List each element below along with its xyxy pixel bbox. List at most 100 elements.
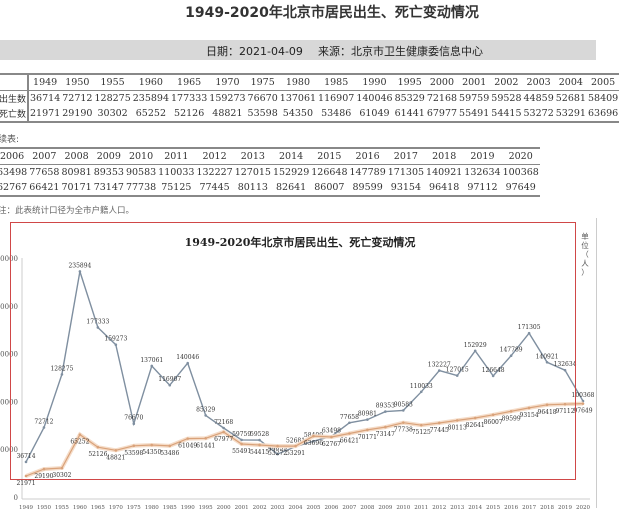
data-label: 77658 [340, 414, 359, 421]
deaths-cell: 62767 [0, 182, 28, 193]
births-cell: 177333 [171, 93, 208, 104]
data-label: 126648 [482, 367, 505, 374]
deaths-cell: 63696 [587, 108, 619, 119]
year-cell: 1960 [131, 74, 171, 91]
x-tick-label: 2000 [217, 505, 231, 511]
data-point [132, 422, 136, 426]
year-cell: 2019 [463, 148, 502, 165]
data-point [455, 374, 459, 377]
births-cell: 72712 [62, 93, 93, 104]
data-point [384, 425, 387, 429]
x-tick-label: 1949 [19, 505, 33, 511]
data-point [491, 413, 495, 417]
data-point [455, 419, 459, 422]
x-tick-label: 2008 [360, 505, 374, 511]
y-tick-label: 200000 [0, 303, 18, 311]
deaths-cell: 86007 [314, 182, 345, 193]
x-tick-label: 2013 [450, 505, 464, 511]
x-tick-label: 2015 [486, 505, 500, 511]
data-label: 89353 [376, 403, 395, 410]
data-label: 77738 [394, 427, 413, 434]
deaths-cell: 93154 [390, 182, 422, 193]
x-tick-label: 2017 [522, 505, 536, 511]
data-label: 85329 [196, 406, 215, 413]
data-point [437, 421, 441, 425]
x-tick-label: 1950 [37, 505, 51, 511]
year-cell: 2000 [425, 74, 459, 91]
year-cell: 2020 [501, 148, 540, 165]
year-cell: 1955 [93, 74, 132, 91]
year-cell: 2002 [490, 74, 523, 91]
year-cell: 2004 [554, 74, 587, 91]
births-cell: 132634 [464, 167, 501, 178]
births-cell: 85329 [394, 93, 425, 104]
data-label: 80981 [358, 411, 377, 418]
births-cell: 235894 [132, 93, 170, 104]
births-cell: 36714 [30, 93, 61, 104]
data-point [384, 410, 387, 413]
x-tick-label: 2002 [253, 505, 267, 511]
data-label: 97112 [555, 408, 574, 415]
data-point [258, 438, 261, 442]
data-label: 29190 [34, 473, 53, 480]
x-tick-label: 2001 [235, 505, 249, 511]
births-row: 出生数 36714 72712 128275 235894 177333 159273 76… [0, 90, 619, 106]
data-point [581, 402, 585, 405]
births-cell: 72168 [426, 93, 458, 104]
deaths-cell: 66421 [29, 182, 60, 193]
x-tick-label: 2018 [540, 505, 554, 511]
data-label: 132634 [554, 361, 577, 368]
data-label: 36714 [16, 453, 35, 460]
y-tick-label: 100000 [0, 398, 18, 406]
data-point [563, 368, 567, 372]
data-label: 140921 [536, 353, 559, 360]
data-point [42, 467, 46, 471]
data-label: 86007 [484, 419, 503, 426]
data-label: 152929 [464, 342, 487, 349]
data-label: 137061 [140, 357, 163, 364]
x-tick-label: 1990 [181, 505, 195, 511]
data-point [563, 402, 567, 406]
births-cell: 171305 [387, 167, 425, 178]
deaths-cell: 53291 [555, 108, 586, 119]
data-label: 97649 [573, 408, 592, 415]
deaths-line [25, 403, 584, 477]
data-label: 76670 [124, 415, 143, 422]
births-row: 63498 77658 80981 89353 90583 110033 132227 127… [0, 165, 540, 181]
data-label: 140046 [176, 354, 199, 361]
data-label: 159273 [104, 336, 127, 343]
data-table-1: 1949 1950 1955 1960 1965 1970 1975 1980 1985 1990… [0, 73, 620, 123]
data-label: 177333 [86, 318, 109, 325]
divider [596, 218, 597, 508]
table-header-row: 2006 2007 2008 2009 2010 2011 2012 2013 2014 2015… [0, 148, 540, 165]
deaths-cell: 96418 [429, 182, 460, 193]
data-point [150, 443, 154, 447]
births-cell: 58409 [587, 93, 619, 104]
chart-frame [10, 222, 576, 480]
info-band: 日期：2021-04-09 来源：北京市卫生健康委信息中心 [0, 40, 596, 60]
year-cell: 1970 [208, 74, 247, 91]
y-tick-label: 150000 [0, 351, 18, 359]
source-label: 来源：北京市卫生健康委信息中心 [318, 45, 483, 58]
deaths-cell: 54350 [282, 108, 314, 119]
deaths-cell: 53598 [247, 108, 278, 119]
data-point [545, 403, 549, 407]
footnote: 注：此表统计口径为全市户籍人口。 [0, 206, 135, 216]
data-label: 59759 [232, 431, 251, 438]
data-label: 61049 [178, 443, 197, 450]
births-cell: 140046 [356, 93, 393, 104]
deaths-cell: 29190 [62, 108, 93, 119]
data-point [294, 444, 297, 448]
date-label: 日期：2021-04-09 [206, 45, 303, 58]
births-cell: 80981 [61, 167, 92, 178]
year-cell: 2003 [522, 74, 555, 91]
data-label: 72712 [34, 418, 53, 425]
chart-title: 1949-2020年北京市居民出生、死亡变动情况 [185, 235, 416, 249]
data-point [348, 421, 351, 425]
data-point [545, 360, 549, 364]
data-label: 110033 [410, 383, 433, 390]
year-cell: 1980 [278, 74, 318, 91]
data-label: 53272 [268, 450, 287, 457]
data-point [114, 449, 118, 452]
data-point [24, 460, 28, 464]
